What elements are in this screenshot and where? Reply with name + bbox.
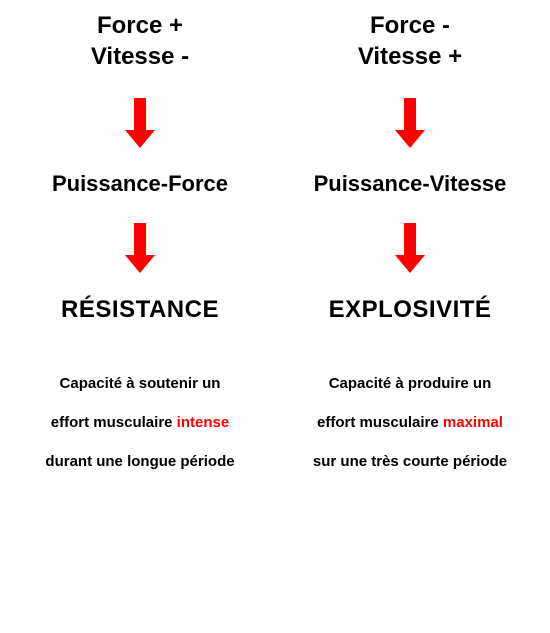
left-header-line1: Force + — [91, 10, 189, 41]
left-description: Capacité à soutenir un effort musculaire… — [45, 364, 234, 481]
left-desc-line3: durant une longue période — [45, 442, 234, 481]
right-mid-label: Puissance-Vitesse — [314, 171, 507, 197]
left-mid-label: Puissance-Force — [52, 171, 228, 197]
left-desc-line1: Capacité à soutenir un — [45, 364, 234, 403]
right-result-label: EXPLOSIVITÉ — [329, 296, 492, 324]
right-header-line2: Vitesse + — [358, 41, 462, 72]
right-desc-line2: effort musculaire maximal — [313, 403, 507, 442]
down-arrow-icon — [125, 98, 155, 153]
left-highlight-word: intense — [177, 414, 230, 431]
left-desc-line2: effort musculaire intense — [45, 403, 234, 442]
right-description: Capacité à produire un effort musculaire… — [313, 364, 507, 481]
down-arrow-icon — [395, 223, 425, 278]
right-header-line1: Force - — [358, 10, 462, 41]
right-desc-line3: sur une très courte période — [313, 442, 507, 481]
left-header-line2: Vitesse - — [91, 41, 189, 72]
right-column: Force - Vitesse + Puissance-Vitesse EXPL… — [275, 10, 545, 623]
right-highlight-word: maximal — [443, 414, 503, 431]
left-header: Force + Vitesse - — [91, 10, 189, 72]
left-column: Force + Vitesse - Puissance-Force RÉSIST… — [5, 10, 275, 623]
down-arrow-icon — [125, 223, 155, 278]
right-header: Force - Vitesse + — [358, 10, 462, 72]
right-desc-line1: Capacité à produire un — [313, 364, 507, 403]
left-result-label: RÉSISTANCE — [61, 296, 219, 324]
down-arrow-icon — [395, 98, 425, 153]
